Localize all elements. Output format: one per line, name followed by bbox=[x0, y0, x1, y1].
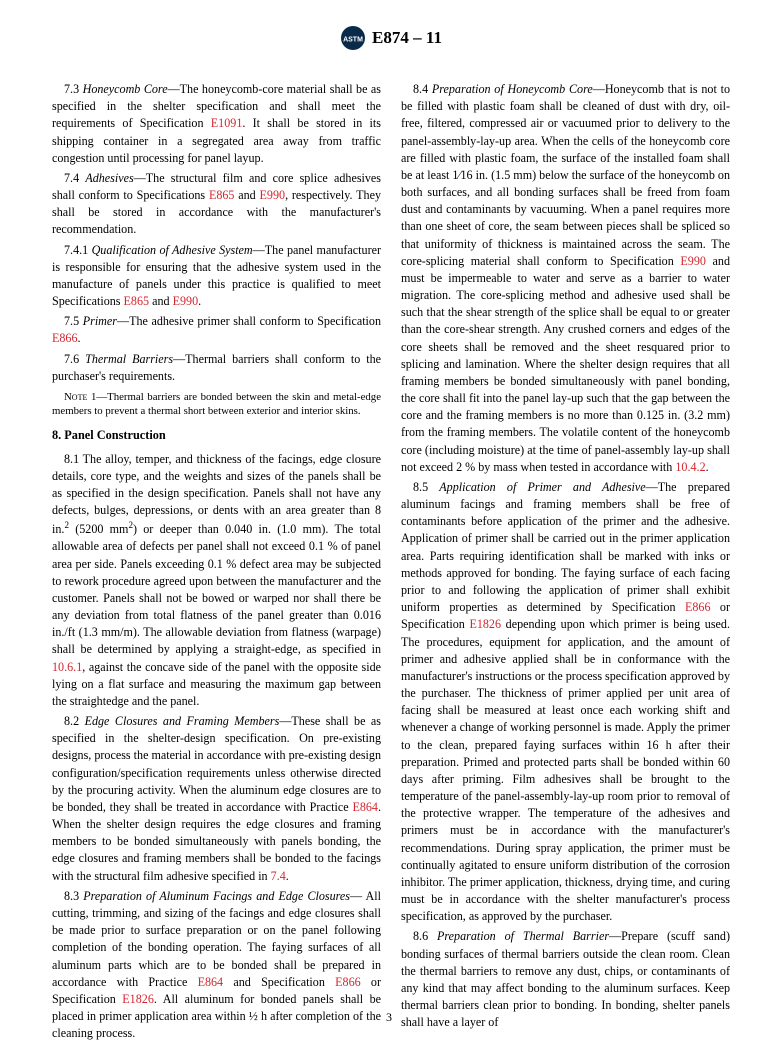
ref-link[interactable]: 7.4 bbox=[271, 869, 286, 883]
term: Edge Closures and Framing Members bbox=[85, 714, 280, 728]
ref-link[interactable]: E1826 bbox=[469, 617, 501, 631]
term: Qualification of Adhesive System bbox=[92, 243, 253, 257]
para-7-4: 7.4 Adhesives—The structural film and co… bbox=[52, 170, 381, 239]
body-columns: 7.3 Honeycomb Core—The honeycomb-core ma… bbox=[52, 81, 730, 1042]
term: Preparation of Aluminum Facings and Edge… bbox=[83, 889, 350, 903]
astm-logo-icon: ASTM bbox=[340, 25, 366, 51]
logo-text: ASTM bbox=[343, 37, 363, 44]
term: Preparation of Thermal Barrier bbox=[437, 929, 609, 943]
para-7-3: 7.3 Honeycomb Core—The honeycomb-core ma… bbox=[52, 81, 381, 167]
para-7-6: 7.6 Thermal Barriers—Thermal barriers sh… bbox=[52, 351, 381, 385]
para-8-2: 8.2 Edge Closures and Framing Members—Th… bbox=[52, 713, 381, 885]
ref-link[interactable]: E866 bbox=[335, 975, 361, 989]
ref-link[interactable]: 10.4.2 bbox=[675, 460, 705, 474]
ref-link[interactable]: E990 bbox=[680, 254, 706, 268]
section-8-title: 8. Panel Construction bbox=[52, 427, 381, 444]
ref-link[interactable]: E866 bbox=[685, 600, 711, 614]
term: Thermal Barriers bbox=[85, 352, 173, 366]
page: ASTM E874 – 11 7.3 Honeycomb Core—The ho… bbox=[0, 0, 778, 1041]
term: Preparation of Honeycomb Core bbox=[432, 82, 593, 96]
ref-link[interactable]: E990 bbox=[260, 188, 286, 202]
ref-link[interactable]: E864 bbox=[352, 800, 378, 814]
para-8-5: 8.5 Application of Primer and Adhesive—T… bbox=[401, 479, 730, 925]
term: Adhesives bbox=[85, 171, 133, 185]
ref-link[interactable]: E1091 bbox=[211, 116, 243, 130]
para-8-4: 8.4 Preparation of Honeycomb Core—Honeyc… bbox=[401, 81, 730, 476]
page-number: 3 bbox=[0, 1010, 778, 1025]
term: Honeycomb Core bbox=[83, 82, 168, 96]
note-1: Note 1—Thermal barriers are bonded betwe… bbox=[52, 390, 381, 419]
para-7-4-1: 7.4.1 Qualification of Adhesive System—T… bbox=[52, 242, 381, 311]
para-8-1: 8.1 The alloy, temper, and thickness of … bbox=[52, 451, 381, 711]
term: Primer bbox=[83, 314, 117, 328]
para-7-5: 7.5 Primer—The adhesive primer shall con… bbox=[52, 313, 381, 347]
ref-link[interactable]: E865 bbox=[124, 294, 150, 308]
standard-id: E874 – 11 bbox=[372, 28, 442, 48]
ref-link[interactable]: E865 bbox=[209, 188, 235, 202]
page-header: ASTM E874 – 11 bbox=[52, 25, 730, 51]
ref-link[interactable]: E866 bbox=[52, 331, 78, 345]
ref-link[interactable]: E864 bbox=[198, 975, 224, 989]
ref-link[interactable]: 10.6.1 bbox=[52, 660, 82, 674]
ref-link[interactable]: E990 bbox=[173, 294, 199, 308]
ref-link[interactable]: E1826 bbox=[122, 992, 154, 1006]
term: Application of Primer and Adhesive bbox=[439, 480, 645, 494]
